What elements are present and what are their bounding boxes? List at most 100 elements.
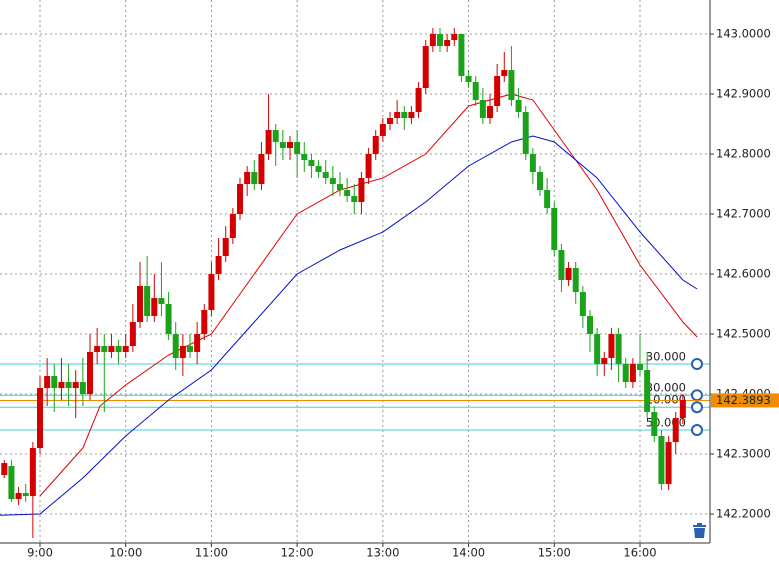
trash-icon[interactable] (693, 523, 706, 538)
candle-body (87, 352, 93, 395)
candle-body (287, 142, 293, 149)
candle-body (79, 382, 86, 395)
x-tick-label: 16:00 (623, 546, 656, 560)
candle-body (358, 178, 365, 203)
candle-body (608, 334, 615, 359)
order-icon[interactable] (691, 401, 703, 414)
candle-body (215, 256, 222, 275)
candle-body (151, 298, 158, 317)
candle-body (115, 346, 122, 353)
y-tick-label: 142.5000 (716, 327, 771, 341)
candle-body (651, 412, 658, 437)
candle-body (58, 382, 65, 389)
candle-body (365, 154, 372, 179)
candle-body (601, 358, 608, 365)
candle-body (544, 190, 551, 209)
candle-body (472, 82, 479, 101)
candle-body (194, 334, 201, 353)
candle-body (394, 112, 401, 119)
candle-body (579, 292, 586, 317)
candle-body (644, 370, 651, 413)
order-icon[interactable] (691, 424, 703, 437)
candle-body (637, 364, 643, 371)
candle-body (108, 346, 115, 353)
moving-average (0, 135, 698, 516)
candle-body (551, 208, 558, 251)
candle-body (237, 184, 243, 215)
candle-body (122, 346, 129, 353)
candle-body (565, 268, 572, 281)
y-tick-label: 142.9000 (716, 87, 771, 101)
candle-body (558, 250, 565, 281)
order-icon[interactable] (691, 389, 703, 402)
candle-body (337, 184, 343, 191)
candle-body (8, 466, 15, 500)
candle-body (387, 118, 393, 125)
y-tick-label: 142.7000 (716, 207, 771, 221)
candle-body (258, 154, 265, 185)
candle-body (1, 463, 8, 476)
candle-body (158, 298, 165, 305)
candle-body (658, 436, 665, 485)
candle-body (615, 334, 622, 365)
candle-body (415, 88, 422, 113)
order-label: 30.000 (646, 350, 686, 364)
candle-body (315, 166, 322, 173)
candle-body (172, 334, 179, 359)
candle-body (422, 46, 429, 89)
candle-body (522, 112, 529, 155)
candle-body (537, 172, 543, 191)
current-price-box (711, 393, 779, 408)
candle-body (222, 238, 229, 257)
candle-body (437, 34, 443, 47)
order-label: 30.000 (646, 381, 686, 395)
x-tick-label: 15:00 (538, 546, 571, 560)
candle-body (179, 346, 186, 359)
candle-body (51, 376, 58, 389)
candle-body (465, 76, 472, 83)
candle-body (594, 334, 601, 365)
candle-body (515, 100, 522, 113)
candle-body (308, 160, 315, 167)
candle-body (451, 34, 458, 41)
order-icon[interactable] (691, 358, 703, 371)
candle-body (22, 493, 29, 497)
x-tick-label: 10:00 (109, 546, 142, 560)
y-tick-label: 142.8000 (716, 147, 771, 161)
candle-body (272, 130, 279, 143)
candle-body (129, 322, 136, 347)
candle-body (322, 172, 329, 179)
candle-body (408, 112, 415, 119)
candle-body (101, 346, 108, 353)
y-tick-label: 142.3000 (716, 447, 771, 461)
candle-body (187, 346, 193, 353)
candle-body (444, 40, 451, 47)
candle-body (229, 214, 236, 239)
candle-body (72, 382, 79, 389)
current-price-label: 142.3893 (716, 393, 771, 407)
candle-body (44, 376, 51, 389)
x-tick-label: 14:00 (452, 546, 485, 560)
candle-body (208, 274, 215, 311)
candle-body (501, 70, 508, 77)
candle-body (294, 142, 301, 155)
candle-body (401, 112, 408, 119)
candles (1, 28, 686, 539)
candle-body (479, 100, 486, 119)
candle-body (144, 286, 151, 317)
candle-body (29, 448, 36, 497)
candle-body (351, 196, 358, 203)
candle-body (201, 310, 208, 335)
candle-body (587, 316, 593, 335)
candle-body (37, 388, 43, 449)
candle-body (665, 442, 672, 485)
candle-body (65, 382, 72, 389)
candle-body (301, 154, 308, 161)
candle-body (279, 142, 286, 149)
candle-body (379, 124, 386, 137)
candle-body (622, 364, 629, 383)
y-tick-label: 142.6000 (716, 267, 771, 281)
x-tick-label: 12:00 (281, 546, 314, 560)
order-label: 10.000 (646, 393, 686, 407)
